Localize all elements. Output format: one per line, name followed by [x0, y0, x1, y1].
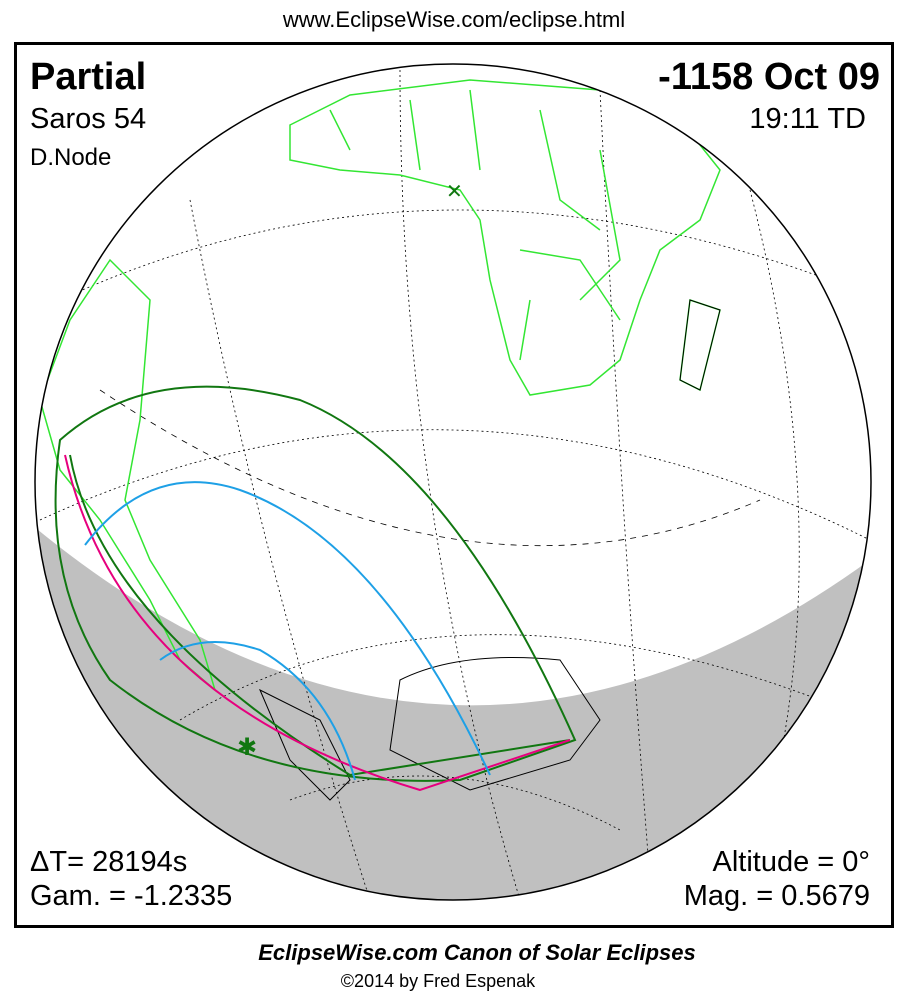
magnitude: Mag. = 0.5679	[683, 880, 870, 912]
graticule	[39, 69, 871, 900]
url-header: www.EclipseWise.com/eclipse.html	[282, 7, 626, 32]
footer-title: EclipseWise.com Canon of Solar Eclipses	[258, 940, 696, 965]
penumbra-limit-outer	[54, 385, 577, 782]
node: D.Node	[30, 144, 112, 171]
eclipse-type: Partial	[30, 56, 147, 98]
coastlines	[259, 299, 721, 801]
eclipse-curves	[54, 385, 577, 792]
subsolar-x-icon: ✕	[446, 179, 463, 203]
gamma: Gam. = -1.2335	[30, 880, 233, 912]
magnitude-curve-2	[159, 641, 356, 781]
max-eclipse-curve	[64, 454, 571, 792]
eclipse-date: -1158 Oct 09	[658, 56, 880, 98]
map-frame	[14, 42, 894, 928]
delta-t: ΔT= 28194s	[30, 846, 188, 878]
altitude: Altitude = 0°	[712, 846, 870, 878]
saros: Saros 54	[30, 103, 147, 135]
greatest-eclipse-star-icon: ✱	[237, 733, 257, 761]
night-region	[35, 515, 871, 900]
copyright: ©2014 by Fred Espenak	[340, 971, 536, 991]
time: 19:11 TD	[749, 103, 866, 135]
magnitude-curve-1	[84, 481, 491, 776]
